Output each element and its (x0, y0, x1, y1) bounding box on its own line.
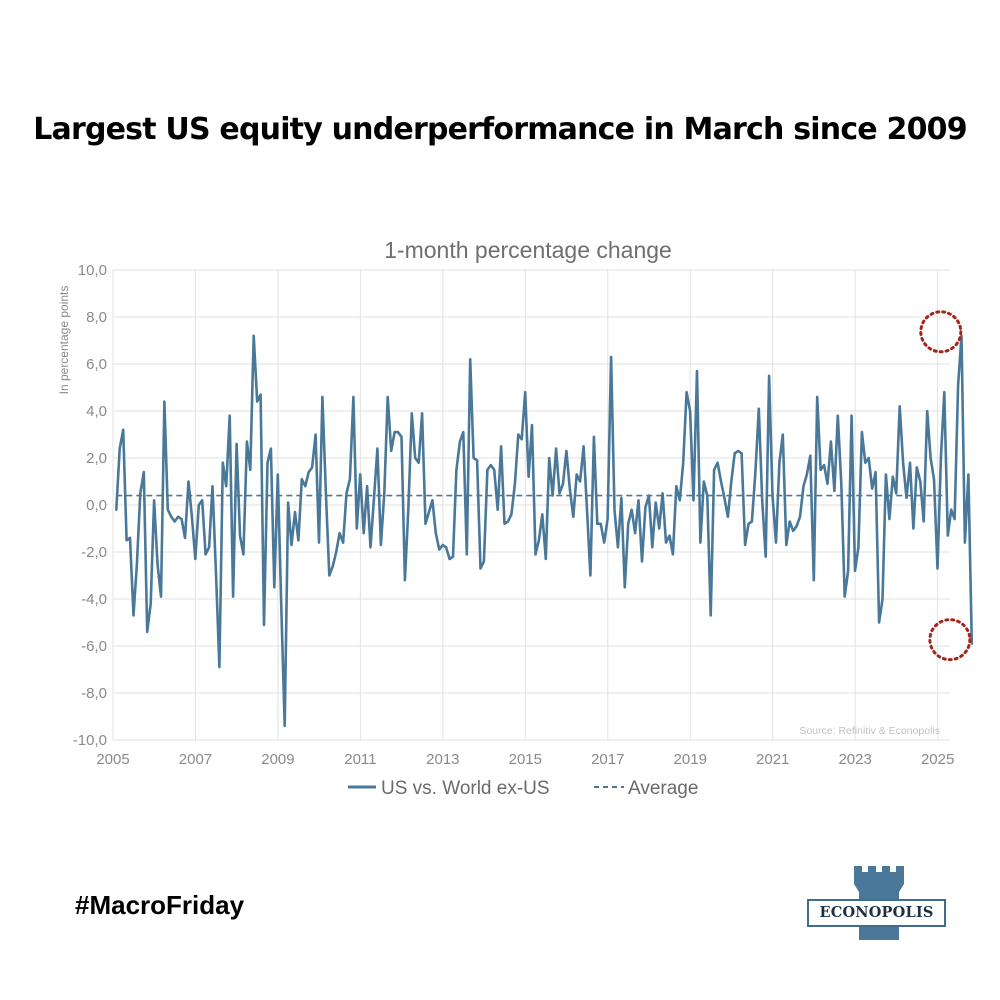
x-tick-label: 2021 (756, 751, 789, 768)
econopolis-logo: ECONOPOLIS (805, 862, 950, 944)
highlight-circles (919, 310, 972, 662)
hashtag: #MacroFriday (75, 890, 245, 920)
y-tick-label: 10,0 (78, 262, 107, 279)
y-axis-label: In percentage points (57, 286, 71, 395)
x-axis-ticks: 2005 2007 2009 2011 2013 2015 2017 2019 2021 2023… (96, 751, 954, 768)
highlight-circle (928, 618, 972, 662)
logo-wordmark: ECONOPOLIS (807, 899, 946, 927)
y-tick-label: 2,0 (86, 450, 107, 467)
y-tick-label: -8,0 (81, 685, 107, 702)
x-tick-label: 2005 (96, 751, 129, 768)
x-tick-label: 2015 (509, 751, 542, 768)
y-tick-label: -4,0 (81, 591, 107, 608)
source-note: Source: Refinitiv & Econopolis (799, 725, 940, 737)
x-tick-label: 2025 (921, 751, 954, 768)
y-tick-label: -6,0 (81, 638, 107, 655)
highlight-circle (919, 310, 963, 354)
x-tick-label: 2009 (261, 751, 294, 768)
y-tick-label: -10,0 (73, 732, 107, 749)
y-axis-ticks: -10,0 -8,0 -6,0 -4,0 -2,0 0,0 2,0 4,0 6,0 8,0 10,0 (73, 262, 107, 749)
y-tick-label: 0,0 (86, 497, 107, 514)
x-tick-label: 2019 (674, 751, 707, 768)
chart-title: 1-month percentage change (384, 237, 672, 263)
y-tick-label: 4,0 (86, 403, 107, 420)
line-chart: 1-month percentage change -10,0-8,0-6,0-… (57, 237, 974, 799)
x-tick-label: 2011 (344, 751, 376, 768)
x-tick-label: 2007 (179, 751, 212, 768)
legend-label-series: US vs. World ex-US (381, 778, 550, 799)
x-tick-label: 2017 (591, 751, 624, 768)
us-vs-world-ex-us-line (115, 334, 974, 728)
headline: Largest US equity underperformance in Ma… (33, 112, 967, 147)
y-tick-label: -2,0 (81, 544, 107, 561)
legend-label-average: Average (628, 778, 698, 799)
x-tick-label: 2013 (426, 751, 459, 768)
y-tick-label: 6,0 (86, 356, 107, 373)
x-tick-label: 2023 (838, 751, 871, 768)
legend: US vs. World ex-US Average (348, 778, 698, 799)
y-tick-label: 8,0 (86, 309, 107, 326)
